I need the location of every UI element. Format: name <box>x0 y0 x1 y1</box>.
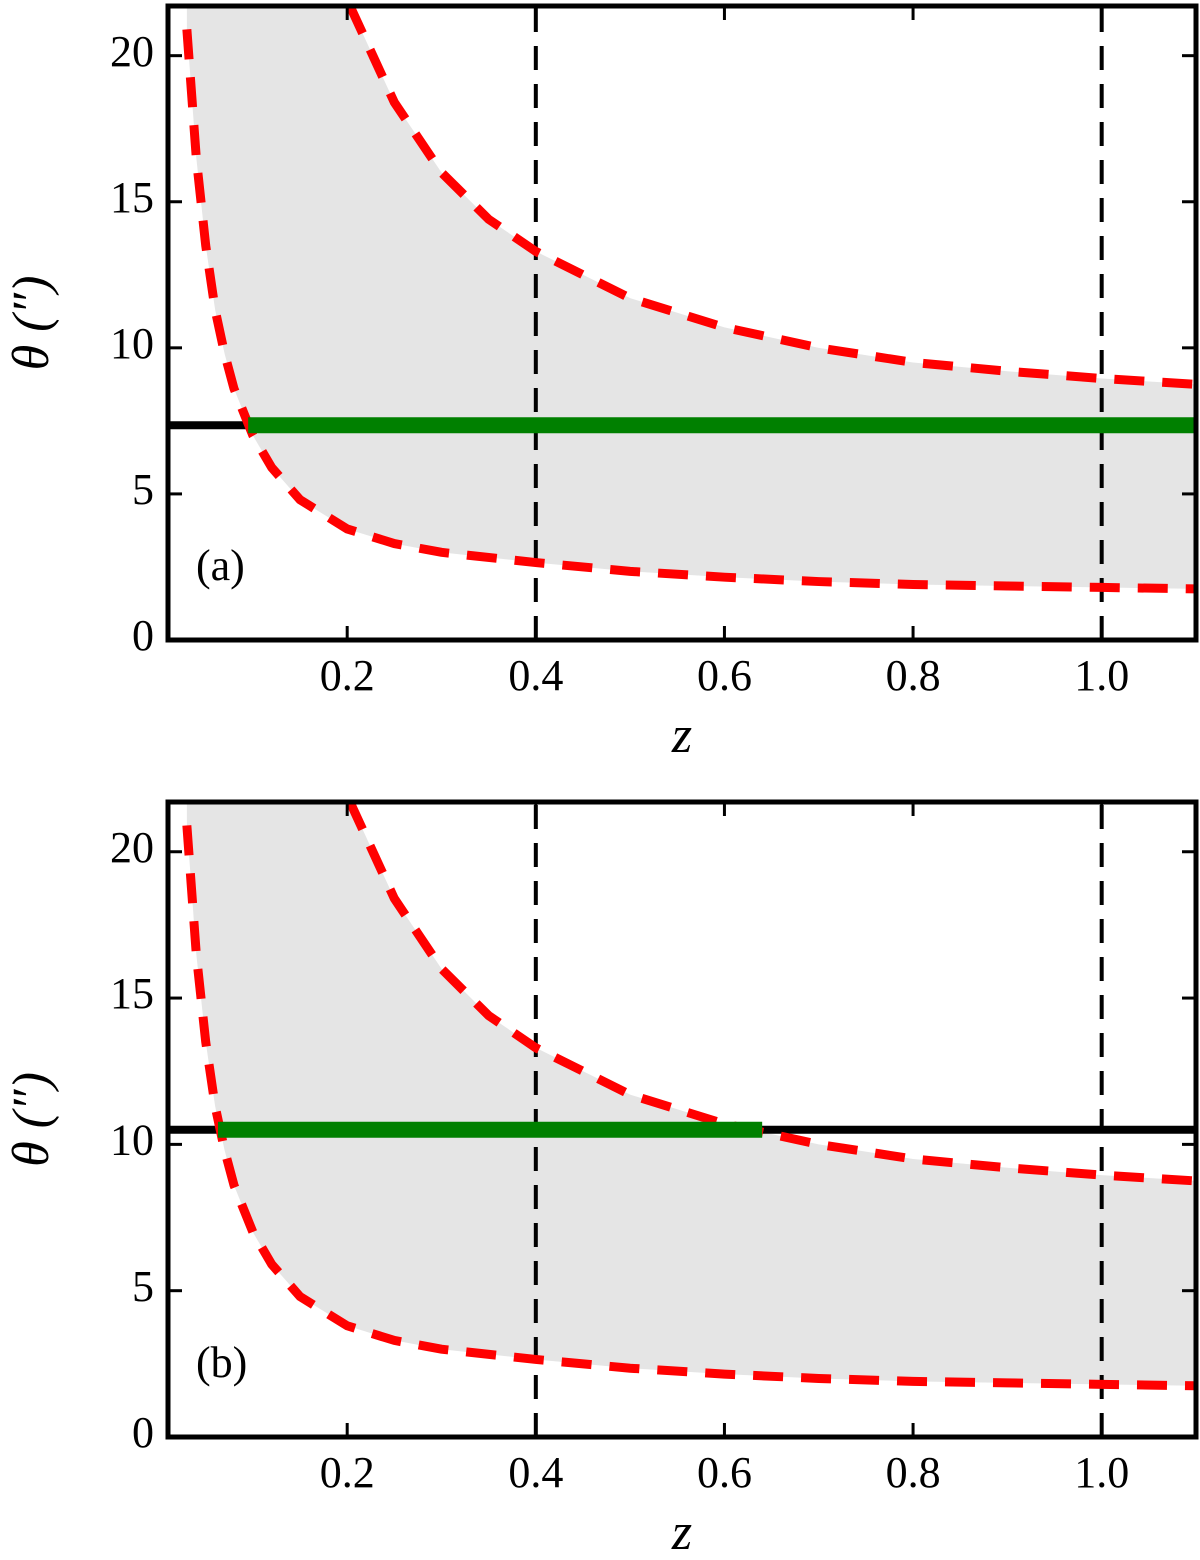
x-tick-label: 0.4 <box>508 651 563 700</box>
x-tick-label: 0.8 <box>886 651 941 700</box>
y-tick-label: 20 <box>110 27 154 76</box>
y-tick-label: 20 <box>110 823 154 872</box>
y-axis-label: θ (″) <box>3 1072 60 1167</box>
y-tick-label: 0 <box>132 611 154 660</box>
y-tick-label: 5 <box>132 1262 154 1311</box>
shaded-band <box>186 6 1196 589</box>
shaded-band <box>186 802 1196 1386</box>
y-tick-label: 15 <box>110 969 154 1018</box>
series-line <box>345 6 1196 389</box>
annotation: (b) <box>196 1338 247 1387</box>
x-tick-label: 0.6 <box>697 651 752 700</box>
x-axis-label: z <box>671 707 692 764</box>
y-tick-label: 10 <box>110 319 154 368</box>
x-tick-label: 1.0 <box>1074 1448 1129 1497</box>
y-tick-label: 5 <box>132 465 154 514</box>
x-tick-label: 0.4 <box>508 1448 563 1497</box>
axes-frame <box>165 3 1199 643</box>
series-line <box>345 802 1196 1186</box>
x-tick-label: 0.2 <box>320 651 375 700</box>
plot-area <box>168 6 1196 640</box>
y-tick-label: 0 <box>132 1408 154 1457</box>
y-tick-label: 10 <box>110 1115 154 1164</box>
series-line <box>182 29 1196 594</box>
x-axis-label: z <box>671 1504 692 1560</box>
axes-frame <box>165 799 1199 1440</box>
plot-area <box>168 802 1196 1437</box>
x-tick-label: 0.8 <box>886 1448 941 1497</box>
x-tick-label: 0.6 <box>697 1448 752 1497</box>
annotation: (a) <box>196 541 245 590</box>
y-axis-label: θ (″) <box>3 276 60 371</box>
y-tick-label: 15 <box>110 173 154 222</box>
x-tick-label: 0.2 <box>320 1448 375 1497</box>
x-tick-label: 1.0 <box>1074 651 1129 700</box>
series-line <box>182 825 1196 1391</box>
